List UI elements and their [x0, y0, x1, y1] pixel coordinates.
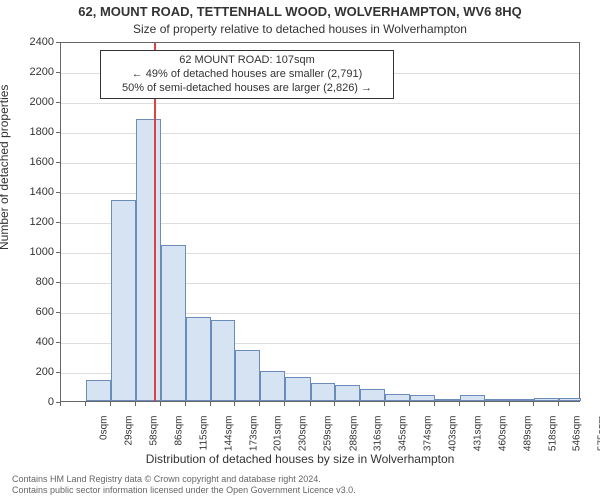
histogram-bar: [360, 389, 385, 401]
histogram-bar: [161, 245, 186, 401]
x-tick-mark: [459, 402, 460, 406]
x-tick-mark: [334, 402, 335, 406]
annotation-line3: 50% of semi-detached houses are larger (…: [107, 82, 387, 96]
x-axis-label: Distribution of detached houses by size …: [0, 452, 600, 466]
y-tick-label: 2200: [0, 66, 54, 78]
y-tick-label: 600: [0, 306, 54, 318]
x-tick-mark: [484, 402, 485, 406]
y-tick-label: 2000: [0, 96, 54, 108]
histogram-bar: [485, 399, 510, 401]
annotation-line1: 62 MOUNT ROAD: 107sqm: [107, 54, 387, 68]
footer-attribution: Contains HM Land Registry data © Crown c…: [12, 474, 356, 497]
y-tick-label: 800: [0, 276, 54, 288]
x-tick-mark: [434, 402, 435, 406]
y-tick-label: 1000: [0, 246, 54, 258]
histogram-bar: [335, 385, 360, 402]
chart-title: 62, MOUNT ROAD, TETTENHALL WOOD, WOLVERH…: [0, 4, 600, 19]
x-tick-mark: [310, 402, 311, 406]
y-tick-label: 1600: [0, 156, 54, 168]
y-tick-label: 0: [0, 396, 54, 408]
y-tick-label: 1200: [0, 216, 54, 228]
histogram-bar: [435, 399, 460, 401]
chart-container: 62, MOUNT ROAD, TETTENHALL WOOD, WOLVERH…: [0, 0, 600, 500]
x-tick-mark: [384, 402, 385, 406]
x-tick-mark: [210, 402, 211, 406]
x-tick-mark: [160, 402, 161, 406]
x-tick-mark: [185, 402, 186, 406]
x-tick-mark: [409, 402, 410, 406]
gridline: [61, 103, 579, 104]
histogram-bar: [186, 317, 211, 401]
histogram-bar: [86, 380, 111, 401]
histogram-bar: [136, 119, 161, 401]
y-tick-label: 1800: [0, 126, 54, 138]
x-tick-mark: [259, 402, 260, 406]
x-tick-mark: [234, 402, 235, 406]
x-tick-mark: [533, 402, 534, 406]
y-tick-label: 1400: [0, 186, 54, 198]
histogram-bar: [559, 398, 581, 401]
histogram-bar: [385, 394, 410, 402]
x-tick-mark: [135, 402, 136, 406]
histogram-bar: [285, 377, 310, 401]
y-tick-label: 400: [0, 336, 54, 348]
histogram-bar: [111, 200, 135, 401]
histogram-bar: [311, 383, 335, 401]
histogram-bar: [211, 320, 235, 401]
x-tick-mark: [359, 402, 360, 406]
annotation-box: 62 MOUNT ROAD: 107sqm ← 49% of detached …: [100, 50, 394, 99]
histogram-bar: [260, 371, 285, 401]
x-tick-mark: [558, 402, 559, 406]
footer-line1: Contains HM Land Registry data © Crown c…: [12, 474, 356, 485]
annotation-line2: ← 49% of detached houses are smaller (2,…: [107, 68, 387, 82]
x-tick-mark: [284, 402, 285, 406]
y-tick-label: 200: [0, 366, 54, 378]
x-tick-mark: [85, 402, 86, 406]
histogram-bar: [235, 350, 260, 401]
x-tick-mark: [509, 402, 510, 406]
footer-line2: Contains public sector information licen…: [12, 485, 356, 496]
histogram-bar: [534, 398, 559, 401]
y-tick-label: 2400: [0, 36, 54, 48]
chart-subtitle: Size of property relative to detached ho…: [0, 22, 600, 36]
x-tick-mark: [110, 402, 111, 406]
histogram-bar: [410, 395, 434, 401]
histogram-bar: [460, 395, 485, 401]
histogram-bar: [510, 399, 534, 401]
x-tick-mark: [60, 402, 61, 406]
